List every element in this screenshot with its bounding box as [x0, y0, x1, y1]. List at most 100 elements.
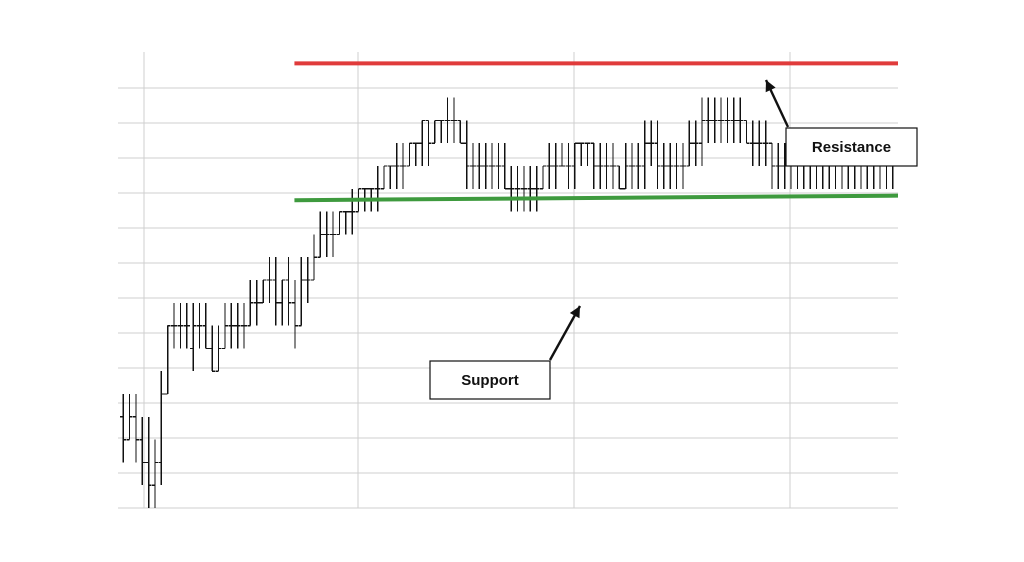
ohlc-bar — [527, 166, 534, 212]
ohlc-bar — [406, 142, 413, 167]
ohlc-bar — [145, 416, 152, 508]
ohlc-bar — [603, 143, 610, 189]
ohlc-bar — [724, 97, 731, 144]
ohlc-bar — [450, 97, 457, 144]
ohlc-bar — [539, 165, 546, 190]
ohlc-bar — [705, 97, 712, 144]
ohlc-bar — [444, 97, 451, 144]
ohlc-bar — [457, 119, 464, 144]
ohlc-bar — [419, 119, 426, 166]
ohlc-bar — [737, 97, 744, 144]
ohlc-bar — [635, 143, 642, 189]
ohlc-bar — [660, 143, 667, 189]
ohlc-bar — [260, 279, 267, 304]
ohlc-bar — [247, 280, 254, 327]
ohlc-bar — [400, 143, 407, 189]
ohlc-bar — [514, 166, 521, 212]
ohlc-bar — [228, 302, 235, 349]
ohlc-bar — [342, 210, 349, 235]
ohlc-bar — [711, 97, 718, 144]
ohlc-bar — [279, 279, 286, 326]
support-arrow — [548, 305, 582, 361]
ohlc-bar — [756, 120, 763, 166]
chart-annotations: Resistance Support — [429, 79, 918, 400]
ohlc-bar — [648, 120, 655, 166]
support-callout-box — [429, 360, 551, 400]
ohlc-bar — [501, 143, 508, 190]
ohlc-bar — [425, 119, 432, 166]
ohlc-bar — [311, 234, 317, 281]
ohlc-bar — [654, 120, 661, 189]
ohlc-bar — [215, 325, 222, 372]
ohlc-bar — [584, 142, 591, 166]
ohlc-bar — [323, 211, 330, 258]
ohlc-bar — [349, 188, 356, 235]
ohlc-bar — [476, 143, 483, 189]
ohlc-bar — [317, 211, 324, 258]
ohlc-bar — [183, 302, 190, 349]
ohlc-bar — [196, 302, 203, 349]
ohlc-bar — [609, 143, 616, 189]
ohlc-bar — [768, 142, 775, 189]
ohlc-bar — [164, 324, 171, 395]
ohlc-bar — [291, 280, 298, 349]
support-callout: Support — [429, 360, 551, 400]
ohlc-bar — [431, 119, 438, 144]
ohlc-bar — [374, 166, 381, 212]
ohlc-bar — [151, 439, 158, 508]
ohlc-bar — [552, 143, 559, 189]
ohlc-bar — [190, 302, 197, 372]
resistance-callout: Resistance — [785, 127, 918, 167]
ohlc-bar — [336, 210, 343, 236]
ohlc-bar — [221, 302, 228, 350]
ohlc-bar — [209, 325, 216, 372]
ohlc-bar — [762, 120, 769, 166]
ohlc-bar — [132, 394, 139, 463]
resistance-arrow — [764, 79, 790, 128]
ohlc-bar — [139, 416, 146, 486]
ohlc-bar — [641, 120, 648, 189]
ohlc-bar — [679, 143, 686, 189]
ohlc-bar — [590, 142, 597, 189]
chart-grid — [118, 52, 898, 509]
ohlc-bar — [120, 394, 127, 463]
ohlc-bar — [692, 120, 699, 166]
ohlc-bar — [253, 280, 260, 326]
ohlc-bar — [234, 302, 241, 349]
trend-lines — [294, 61, 899, 203]
ohlc-bar — [266, 257, 273, 303]
ohlc-bar — [533, 166, 540, 212]
resistance-callout-box — [785, 127, 918, 167]
ohlc-bar — [559, 143, 566, 167]
ohlc-bar — [272, 257, 279, 326]
ohlc-bar — [775, 143, 782, 189]
ohlc-bar — [629, 143, 636, 189]
resistance-label: Resistance — [812, 139, 891, 156]
ohlc-bar — [126, 394, 133, 441]
ohlc-bar — [330, 211, 337, 258]
ohlc-bar — [438, 119, 445, 144]
ohlc-bar — [177, 302, 184, 349]
ohlc-bar — [298, 257, 305, 327]
price-bars — [120, 97, 896, 508]
ohlc-bar — [463, 120, 470, 189]
ohlc-bar — [482, 143, 489, 189]
ohlc-bar — [571, 142, 578, 189]
ohlc-bar — [565, 143, 572, 189]
ohlc-bar — [285, 257, 292, 326]
ohlc-bar — [387, 165, 394, 189]
ohlc-bar — [470, 143, 477, 189]
support-label: Support — [461, 372, 519, 389]
ohlc-bar — [158, 371, 165, 486]
ohlc-bar — [393, 143, 400, 189]
ohlc-bar — [489, 143, 496, 189]
ohlc-bar — [520, 166, 527, 212]
ohlc-bar — [597, 143, 604, 189]
ohlc-bar — [508, 166, 515, 212]
ohlc-bar — [616, 165, 623, 190]
ohlc-bar — [546, 143, 553, 189]
ohlc-bar — [622, 143, 629, 190]
ohlc-bar — [730, 97, 737, 144]
ohlc-bar — [718, 97, 725, 144]
